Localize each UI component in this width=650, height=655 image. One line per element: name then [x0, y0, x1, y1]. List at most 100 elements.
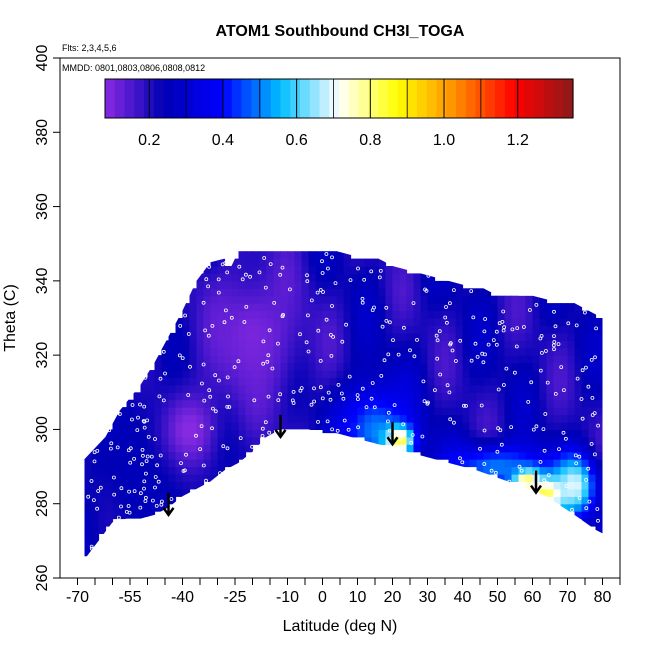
heatmap-cell	[343, 340, 352, 349]
heatmap-cell	[154, 488, 163, 497]
heatmap-cell	[525, 436, 534, 445]
heatmap-cell	[518, 318, 527, 326]
heatmap-cell	[581, 407, 590, 416]
heatmap-cell	[168, 332, 177, 341]
heatmap-cell	[105, 488, 114, 497]
heatmap-cell	[350, 310, 359, 319]
colorbar-segment	[114, 79, 126, 118]
x-tick-label: 40	[454, 589, 472, 606]
heatmap-cell	[588, 518, 597, 527]
heatmap-cell	[259, 340, 268, 349]
sample-point	[586, 466, 591, 471]
heatmap-cell	[364, 303, 373, 312]
sample-point	[138, 491, 143, 496]
heatmap-cell	[189, 384, 198, 393]
heatmap-cell	[567, 362, 576, 371]
sample-point	[226, 394, 230, 399]
heatmap-cell	[574, 459, 583, 468]
sample-point	[382, 358, 387, 363]
sample-point	[541, 427, 546, 432]
heatmap-cell	[392, 377, 401, 386]
heatmap-cell	[364, 280, 373, 289]
heatmap-cell	[112, 436, 121, 445]
sample-point	[142, 479, 147, 484]
heatmap-cell	[245, 310, 254, 319]
heatmap-cell	[329, 377, 338, 386]
heatmap-cell	[231, 362, 240, 371]
heatmap-cell	[413, 414, 422, 423]
sample-point	[225, 446, 230, 451]
sample-point	[157, 394, 162, 399]
heatmap-cell	[378, 325, 387, 334]
heatmap-cell	[189, 310, 198, 319]
heatmap-cell	[413, 310, 422, 319]
heatmap-cell	[182, 325, 191, 334]
heatmap-cells	[84, 251, 603, 557]
sample-point	[344, 322, 349, 327]
heatmap-cell	[294, 422, 303, 430]
heatmap-cell	[595, 511, 603, 520]
heatmap-cell	[273, 355, 282, 364]
heatmap-cell	[175, 422, 184, 430]
heatmap-cell	[161, 422, 170, 430]
heatmap-cell	[315, 347, 324, 356]
heatmap-cell	[154, 496, 163, 505]
heatmap-cell	[189, 451, 198, 460]
heatmap-cell	[476, 429, 485, 438]
heatmap-cell	[287, 340, 296, 349]
heatmap-cell	[154, 459, 163, 468]
heatmap-cell	[329, 273, 338, 282]
heatmap-cell	[497, 407, 506, 416]
heatmap-cell	[315, 303, 324, 312]
heatmap-cell	[210, 310, 219, 319]
heatmap-cell	[553, 399, 562, 408]
heatmap-cell	[574, 511, 583, 520]
heatmap-cell	[189, 295, 198, 304]
heatmap-cell	[511, 362, 520, 371]
heatmap-cell	[574, 422, 583, 430]
heatmap-cell	[140, 436, 149, 445]
heatmap-cell	[504, 399, 513, 408]
heatmap-cell	[182, 347, 191, 356]
heatmap-cell	[259, 310, 268, 319]
heatmap-cell	[497, 436, 506, 445]
heatmap-cell	[371, 280, 380, 289]
heatmap-cell	[140, 466, 149, 475]
sample-point	[398, 436, 403, 441]
sample-point	[266, 353, 271, 358]
heatmap-cell	[413, 280, 422, 289]
heatmap-cell	[91, 466, 100, 475]
heatmap-cell	[581, 466, 590, 475]
heatmap-cell	[154, 436, 163, 445]
heatmap-cell	[231, 377, 240, 386]
heatmap-cell	[371, 273, 380, 282]
heatmap-cell	[455, 422, 464, 430]
heatmap-cell	[343, 295, 352, 304]
sample-point	[328, 397, 333, 402]
heatmap-cell	[490, 399, 499, 408]
heatmap-cell	[427, 407, 436, 416]
heatmap-cell	[259, 355, 268, 364]
heatmap-cell	[595, 407, 603, 416]
heatmap-cell	[448, 377, 457, 386]
heatmap-cell	[84, 474, 93, 482]
heatmap-cell	[483, 347, 492, 356]
sample-point	[275, 341, 280, 346]
heatmap-cell	[189, 429, 198, 438]
heatmap-cell	[119, 488, 128, 497]
heatmap-cell	[91, 474, 100, 482]
heatmap-cell	[483, 288, 492, 297]
heatmap-cell	[420, 414, 429, 423]
heatmap-cell	[581, 451, 590, 460]
heatmap-cell	[483, 355, 492, 364]
heatmap-cell	[427, 295, 436, 304]
heatmap-cell	[189, 466, 198, 475]
heatmap-cell	[224, 318, 233, 326]
heatmap-cell	[112, 496, 121, 505]
sample-point	[408, 348, 412, 353]
heatmap-cell	[455, 459, 464, 468]
heatmap-cell	[483, 377, 492, 386]
heatmap-cell	[336, 325, 345, 334]
heatmap-cell	[441, 303, 450, 312]
heatmap-cell	[434, 280, 443, 289]
